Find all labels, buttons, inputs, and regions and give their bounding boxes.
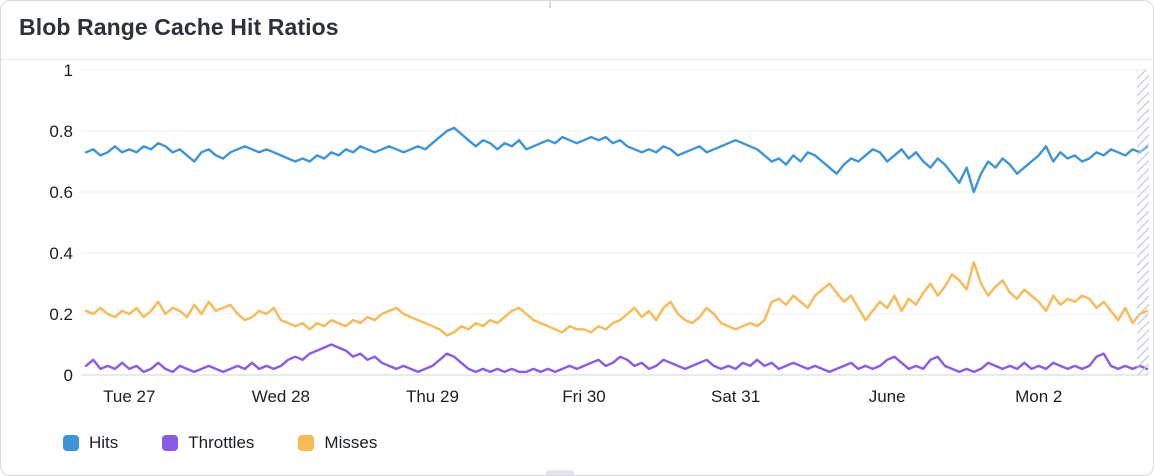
legend-item-misses[interactable]: Misses [298, 433, 377, 453]
svg-text:1: 1 [64, 61, 73, 80]
svg-text:Mon 2: Mon 2 [1015, 387, 1062, 406]
svg-text:Thu 29: Thu 29 [406, 387, 459, 406]
legend-label-throttles: Throttles [188, 433, 255, 452]
line-chart[interactable]: 0 0.2 0.4 0.6 0.8 1 Tue 27 Wed 28 Thu 29 Fri 30 Sa… [1, 60, 1154, 412]
hits-swatch-icon [63, 435, 79, 451]
partial-data-hatch [1137, 70, 1149, 375]
svg-text:0.2: 0.2 [49, 305, 73, 324]
throttles-swatch-icon [162, 435, 179, 451]
series-lines [84, 126, 1149, 374]
svg-text:Sat 31: Sat 31 [711, 387, 760, 406]
legend-label-misses: Misses [324, 433, 378, 452]
legend: Hits Throttles Misses [1, 432, 1153, 454]
svg-text:Tue 27: Tue 27 [103, 387, 155, 406]
svg-text:Wed 28: Wed 28 [252, 387, 310, 406]
gridlines [81, 69, 1147, 376]
page-title: Blob Range Cache Hit Ratios [19, 14, 339, 40]
svg-text:Fri 30: Fri 30 [562, 387, 605, 406]
svg-text:0.6: 0.6 [49, 183, 73, 202]
legend-item-hits[interactable]: Hits [63, 433, 118, 453]
chart-area: 0 0.2 0.4 0.6 0.8 1 Tue 27 Wed 28 Thu 29 Fri 30 Sa… [1, 60, 1154, 412]
svg-text:0.4: 0.4 [49, 244, 73, 263]
legend-label-hits: Hits [89, 433, 119, 452]
svg-text:0: 0 [64, 366, 73, 385]
misses-swatch-icon [298, 435, 315, 451]
svg-text:June: June [869, 387, 906, 406]
panel-header: Blob Range Cache Hit Ratios [1, 1, 1153, 60]
panel-resize-handle-bottom[interactable] [546, 470, 574, 475]
panel-resize-handle-top[interactable] [549, 1, 551, 8]
axis-labels: 0 0.2 0.4 0.6 0.8 1 Tue 27 Wed 28 Thu 29 Fri 30 Sa… [49, 61, 1062, 406]
legend-item-throttles[interactable]: Throttles [162, 433, 254, 453]
svg-text:0.8: 0.8 [49, 122, 73, 141]
